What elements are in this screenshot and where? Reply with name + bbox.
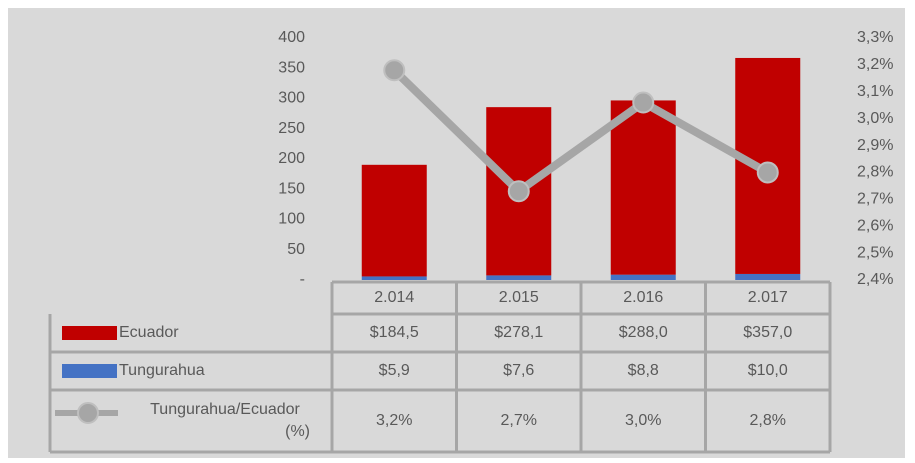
table-value: $7,6 bbox=[503, 362, 534, 379]
legend-swatch bbox=[62, 326, 117, 340]
y2-tick-label: 3,2% bbox=[857, 56, 893, 73]
table-value: $278,1 bbox=[494, 324, 543, 341]
table-value: $357,0 bbox=[743, 324, 792, 341]
legend-marker bbox=[77, 402, 99, 424]
line-marker bbox=[507, 180, 530, 203]
line-marker bbox=[756, 161, 779, 184]
bar bbox=[486, 275, 552, 280]
legend-label: Tungurahua/Ecuador (%) bbox=[150, 401, 310, 440]
table-value: $288,0 bbox=[619, 324, 668, 341]
line-marker bbox=[383, 59, 406, 82]
y-tick-label: - bbox=[300, 271, 305, 288]
table-value: $184,5 bbox=[370, 324, 419, 341]
bar bbox=[361, 276, 427, 280]
y-tick-label: 150 bbox=[278, 180, 305, 197]
y-tick-label: 100 bbox=[278, 211, 305, 228]
y-tick-label: 50 bbox=[287, 241, 305, 258]
bar bbox=[610, 274, 676, 280]
y-tick-label: 200 bbox=[278, 150, 305, 167]
legend-swatch bbox=[62, 364, 117, 378]
bar bbox=[361, 164, 427, 277]
table-value: $10,0 bbox=[748, 362, 788, 379]
table-value: $8,8 bbox=[628, 362, 659, 379]
table-value: $5,9 bbox=[379, 362, 410, 379]
y-tick-label: 300 bbox=[278, 90, 305, 107]
y2-tick-label: 2,5% bbox=[857, 244, 893, 261]
legend-label-line: Tungurahua/Ecuador bbox=[150, 401, 300, 418]
bar bbox=[735, 273, 801, 280]
y-tick-label: 250 bbox=[278, 120, 305, 137]
y2-tick-label: 3,0% bbox=[857, 110, 893, 127]
line-marker bbox=[632, 91, 655, 114]
y2-tick-label: 2,7% bbox=[857, 191, 893, 208]
y2-tick-label: 3,1% bbox=[857, 83, 893, 100]
x-tick-label: 2.016 bbox=[623, 289, 663, 306]
table-value: 3,2% bbox=[376, 412, 412, 429]
x-tick-label: 2.014 bbox=[374, 289, 414, 306]
x-tick-label: 2.015 bbox=[499, 289, 539, 306]
table-value: 2,7% bbox=[501, 412, 537, 429]
legend-label-line: (%) bbox=[285, 423, 310, 440]
y-tick-label: 350 bbox=[278, 59, 305, 76]
y2-tick-label: 3,3% bbox=[857, 29, 893, 46]
y2-tick-label: 2,9% bbox=[857, 137, 893, 154]
y2-tick-label: 2,6% bbox=[857, 217, 893, 234]
table-value: 3,0% bbox=[625, 412, 661, 429]
y2-tick-label: 2,8% bbox=[857, 164, 893, 181]
x-tick-label: 2.017 bbox=[748, 289, 788, 306]
bar bbox=[610, 100, 676, 275]
legend-label: Tungurahua bbox=[119, 362, 205, 379]
line bbox=[391, 67, 770, 196]
y2-tick-label: 2,4% bbox=[857, 271, 893, 288]
table-value: 2,8% bbox=[750, 412, 786, 429]
y-tick-label: 400 bbox=[278, 29, 305, 46]
legend-label: Ecuador bbox=[119, 324, 179, 341]
